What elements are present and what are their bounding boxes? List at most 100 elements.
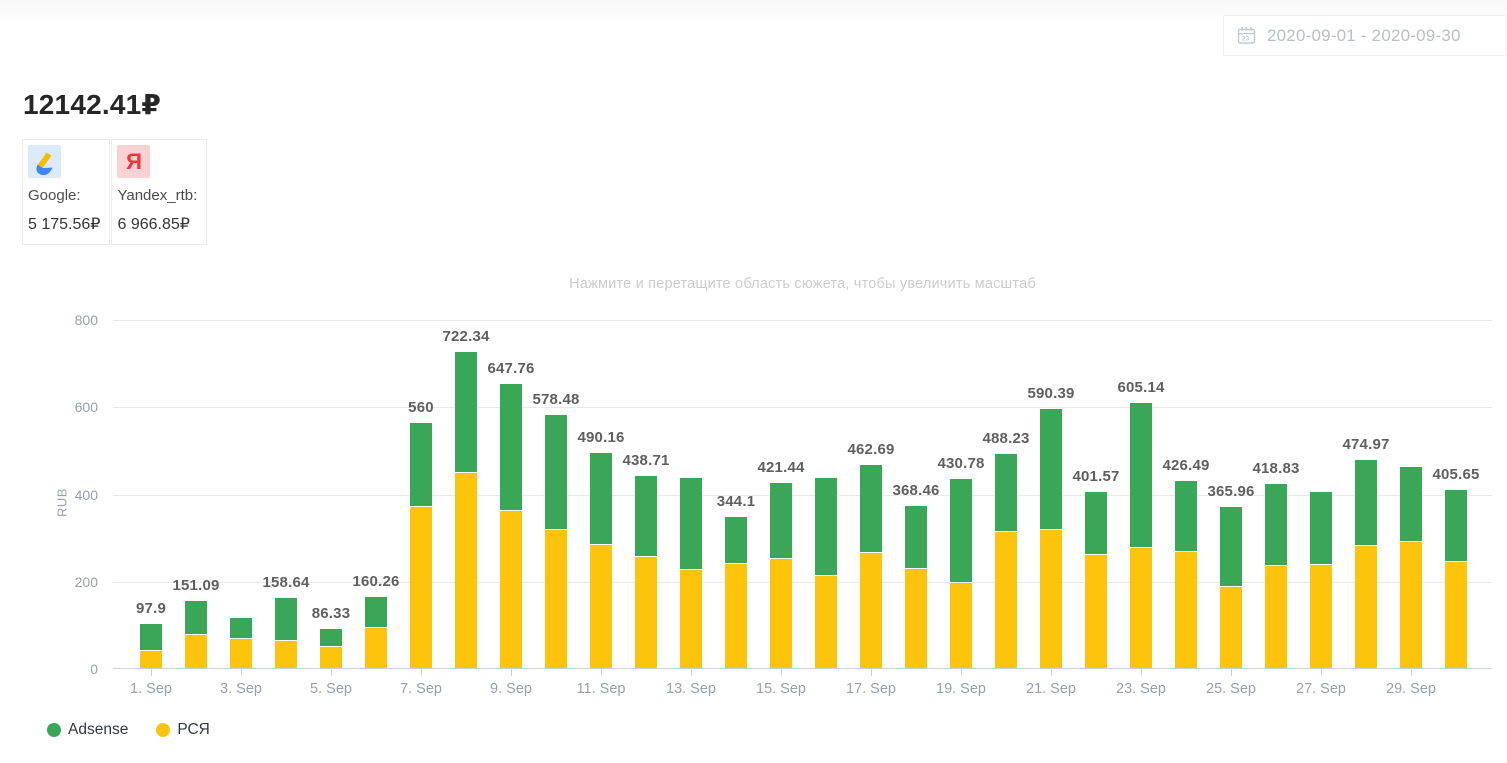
bar-segment-adsense[interactable] — [1040, 409, 1062, 530]
ytick-label: 200 — [74, 573, 98, 590]
bar-value-label: 344.1 — [716, 492, 756, 510]
bar-segment-adsense[interactable] — [1400, 467, 1422, 541]
bar-segment-adsense[interactable] — [1175, 480, 1197, 552]
bar-segment-adsense[interactable] — [500, 384, 522, 510]
ytick-label: 0 — [90, 661, 98, 677]
bar-segment-adsense[interactable] — [545, 414, 567, 530]
date-range-value: 2020-09-01 - 2020-09-30 — [1267, 25, 1461, 45]
xaxis-label: 7. Sep — [400, 681, 442, 697]
bar-segment-adsense[interactable] — [905, 506, 927, 569]
bar-segment-adsense[interactable] — [185, 601, 207, 635]
bar-value-label: 86.33 — [311, 605, 351, 623]
bar-segment-adsense[interactable] — [365, 597, 387, 628]
xaxis-label: 17. Sep — [846, 681, 896, 697]
bar-segment-adsense[interactable] — [590, 453, 612, 544]
bar-segment-adsense[interactable] — [455, 351, 477, 472]
bar-segment-rcy[interactable] — [905, 569, 927, 668]
bar-value-label: 158.64 — [262, 573, 310, 591]
bar-segment-adsense[interactable] — [320, 629, 342, 647]
bar-segment-rcy[interactable] — [410, 507, 432, 668]
bar-value-label: 430.78 — [937, 455, 985, 473]
bar-segment-adsense[interactable] — [770, 483, 792, 558]
xaxis-tick — [691, 669, 692, 676]
bar-value-label: 438.71 — [622, 451, 670, 469]
xaxis-label: 5. Sep — [310, 681, 352, 697]
xaxis-tick — [601, 669, 602, 676]
bar-segment-rcy[interactable] — [590, 544, 612, 668]
bar-segment-rcy[interactable] — [1040, 530, 1062, 668]
bar-value-label: 421.44 — [757, 459, 805, 477]
bar-value-label: 462.69 — [847, 441, 895, 459]
chart-plot-area[interactable]: RUB 0 200 400 600 800 97.9 1. Sep 151.09 3. Sep 1… — [55, 312, 1492, 697]
bar-segment-adsense[interactable] — [995, 454, 1017, 531]
card-yandex-label: Yandex_rtb: — [117, 187, 198, 204]
bar-segment-rcy[interactable] — [1130, 547, 1152, 668]
bar-segment-rcy[interactable] — [860, 552, 882, 668]
bar-segment-rcy[interactable] — [1220, 586, 1242, 668]
bar-segment-rcy[interactable] — [455, 473, 477, 668]
bar-segment-rcy[interactable] — [320, 647, 342, 668]
legend-dot — [156, 723, 171, 737]
legend-item-adsense[interactable]: Adsense — [47, 721, 128, 739]
bar-segment-rcy[interactable] — [500, 510, 522, 668]
bar-value-label: 647.76 — [487, 360, 535, 378]
bar-segment-adsense[interactable] — [1355, 459, 1377, 545]
bar-segment-adsense[interactable] — [1310, 491, 1332, 565]
bar-segment-rcy[interactable] — [1310, 565, 1332, 668]
y-gridline — [113, 494, 1492, 496]
bar-segment-adsense[interactable] — [860, 465, 882, 552]
xaxis-label: 1. Sep — [130, 681, 172, 697]
bar-segment-adsense[interactable] — [815, 477, 837, 575]
bar-segment-rcy[interactable] — [1175, 552, 1197, 668]
bar-segment-adsense[interactable] — [725, 516, 747, 564]
xaxis-tick — [331, 669, 332, 676]
top-band — [0, 0, 1507, 22]
svg-text:23: 23 — [1242, 36, 1250, 43]
calendar-icon: 23 — [1237, 26, 1256, 45]
date-range-picker[interactable]: 23 2020-09-01 - 2020-09-30 — [1223, 15, 1507, 56]
bar-segment-adsense[interactable] — [680, 477, 702, 569]
bar-value-label: 401.57 — [1072, 467, 1120, 485]
bar-segment-rcy[interactable] — [275, 640, 297, 668]
bar-segment-adsense[interactable] — [635, 475, 657, 556]
bar-segment-adsense[interactable] — [1445, 490, 1467, 561]
bar-segment-adsense[interactable] — [275, 597, 297, 640]
xaxis-tick — [151, 669, 152, 676]
xaxis-label: 3. Sep — [220, 681, 262, 697]
bar-segment-rcy[interactable] — [365, 628, 387, 668]
bar-segment-adsense[interactable] — [410, 422, 432, 507]
bar-segment-rcy[interactable] — [545, 530, 567, 668]
legend-item-рся[interactable]: РСЯ — [156, 721, 210, 739]
bar-segment-adsense[interactable] — [230, 617, 252, 639]
bar-segment-adsense[interactable] — [140, 624, 162, 650]
bar-segment-rcy[interactable] — [680, 569, 702, 668]
bar-segment-adsense[interactable] — [950, 479, 972, 583]
legend-label: Adsense — [68, 721, 129, 738]
xaxis-tick — [1231, 669, 1232, 676]
bar-segment-rcy[interactable] — [770, 558, 792, 668]
bar-segment-rcy[interactable] — [725, 564, 747, 668]
yaxis-title: RUB — [54, 488, 70, 517]
bar-segment-adsense[interactable] — [1130, 403, 1152, 547]
bar-segment-rcy[interactable] — [1265, 565, 1287, 668]
bar-segment-rcy[interactable] — [230, 639, 252, 668]
bar-value-label: 560 — [408, 398, 434, 416]
xaxis-label: 29. Sep — [1386, 681, 1436, 697]
bar-segment-adsense[interactable] — [1085, 491, 1107, 555]
bar-segment-rcy[interactable] — [950, 583, 972, 668]
bar-segment-rcy[interactable] — [185, 635, 207, 668]
bar-segment-rcy[interactable] — [1445, 561, 1467, 668]
bar-segment-rcy[interactable] — [995, 531, 1017, 668]
bar-segment-adsense[interactable] — [1265, 484, 1287, 565]
bar-segment-rcy[interactable] — [1355, 545, 1377, 668]
total-revenue: 12142.41₽ — [23, 89, 162, 120]
bar-segment-rcy[interactable] — [140, 650, 162, 668]
legend-label: РСЯ — [177, 721, 210, 738]
bar-segment-rcy[interactable] — [815, 575, 837, 668]
bar-segment-adsense[interactable] — [1220, 507, 1242, 586]
bar-segment-rcy[interactable] — [1085, 555, 1107, 668]
bar-segment-rcy[interactable] — [635, 556, 657, 668]
bar-segment-rcy[interactable] — [1400, 541, 1422, 668]
card-google-value: 5 175.56₽ — [28, 216, 101, 233]
